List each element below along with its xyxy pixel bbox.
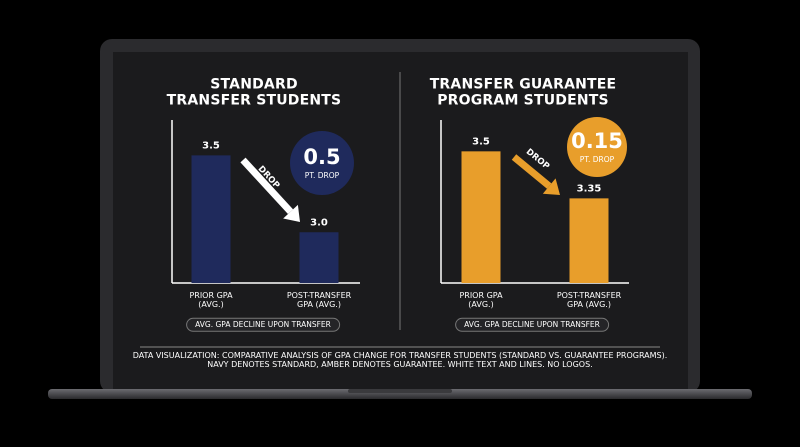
bar <box>569 198 609 283</box>
badge-label: PT. DROP <box>304 170 340 180</box>
badge-label: PT. DROP <box>579 154 615 164</box>
bar <box>461 151 501 283</box>
drop-arrow-head <box>283 204 300 222</box>
drop-arrow-shaft <box>240 157 294 215</box>
x-tick-label: PRIOR GPA (AVG.) <box>189 291 233 309</box>
bar <box>191 155 231 283</box>
value-label: 3.5 <box>472 136 490 148</box>
chart-title: STANDARD TRANSFER STUDENTS <box>166 76 342 108</box>
x-tick-label: POST-TRANSFER GPA (AVG.) <box>556 291 622 309</box>
footnote-pill: AVG. GPA DECLINE UPON TRANSFER <box>186 317 340 333</box>
badge-value: 0.5 <box>303 145 341 170</box>
caption: DATA VISUALIZATION: COMPARATIVE ANALYSIS… <box>132 351 668 369</box>
drop-arrow-shaft <box>511 154 552 189</box>
laptop-notch <box>348 389 452 393</box>
badge-value: 0.15 <box>571 129 623 154</box>
x-tick-label: POST-TRANSFER GPA (AVG.) <box>286 291 352 309</box>
drop-badge <box>567 117 627 177</box>
chart-title: TRANSFER GUARANTEE PROGRAM STUDENTS <box>429 76 617 108</box>
bar <box>299 232 339 283</box>
drop-arrow-head <box>542 178 560 195</box>
value-label: 3.35 <box>576 183 602 195</box>
value-label: 3.0 <box>310 217 328 229</box>
value-label: 3.5 <box>202 140 220 152</box>
drop-badge <box>290 131 354 195</box>
x-tick-label: PRIOR GPA (AVG.) <box>459 291 503 309</box>
laptop-base <box>48 389 752 399</box>
footnote-pill: AVG. GPA DECLINE UPON TRANSFER <box>455 317 609 333</box>
